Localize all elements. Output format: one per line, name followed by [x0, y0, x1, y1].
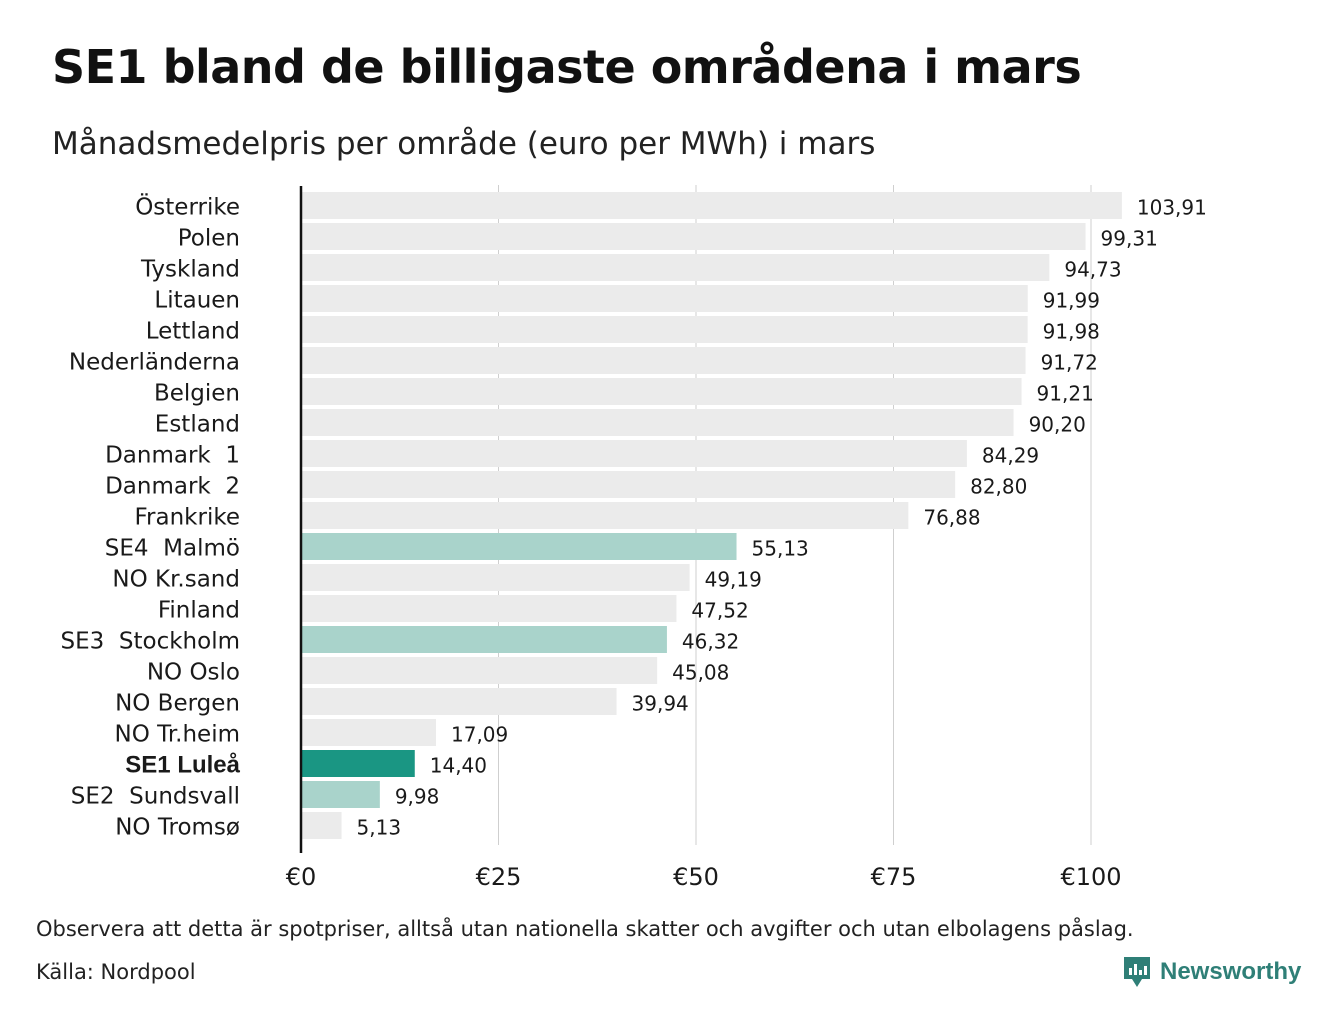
bar: [301, 471, 956, 498]
category-label: NO Bergen: [115, 691, 240, 717]
footnote: Observera att detta är spotpriser, allts…: [36, 917, 1134, 941]
value-label: 49,19: [705, 568, 762, 592]
category-label: Österrike: [135, 193, 240, 221]
bar: [301, 626, 667, 653]
value-label: 39,94: [632, 692, 689, 716]
bar: [301, 688, 617, 715]
category-label: Tyskland: [140, 257, 240, 283]
category-label: NO Tr.heim: [115, 722, 240, 748]
category-label: Estland: [155, 412, 240, 438]
bar: [301, 533, 737, 560]
category-label: Frankrike: [135, 505, 241, 531]
bar: [301, 719, 437, 746]
value-label: 55,13: [752, 537, 809, 561]
category-label: Litauen: [154, 288, 240, 314]
chart-subtitle: Månadsmedelpris per område (euro per MWh…: [52, 126, 876, 162]
value-label: 82,80: [970, 475, 1027, 499]
x-tick-label: €0: [286, 863, 317, 891]
bar-chart: 103,91 Österrike 99,31 Polen 94,73 Tyskland 91…: [61, 185, 1207, 891]
value-label: 91,21: [1037, 382, 1094, 406]
x-tick-label: €50: [673, 863, 719, 891]
x-tick-label: €75: [871, 863, 917, 891]
bar: [301, 781, 380, 808]
category-label: Belgien: [154, 381, 240, 407]
x-tick-label: €100: [1060, 863, 1121, 891]
bar: [301, 347, 1026, 374]
value-label: 84,29: [982, 444, 1039, 468]
value-label: 9,98: [395, 785, 440, 809]
bar: [301, 595, 677, 622]
category-label: SE4 Malmö: [105, 536, 240, 562]
x-tick-label: €25: [476, 863, 522, 891]
value-label: 103,91: [1137, 196, 1207, 220]
value-label: 17,09: [451, 723, 508, 747]
logo-text: Newsworthy: [1160, 958, 1302, 985]
value-label: 94,73: [1064, 258, 1121, 282]
bar: [301, 254, 1050, 281]
category-label: Polen: [178, 226, 240, 252]
value-label: 91,99: [1043, 289, 1100, 313]
value-label: 14,40: [430, 754, 487, 778]
source-credit: Källa: Nordpool: [36, 960, 196, 984]
newsworthy-logo: Newsworthy: [1122, 955, 1301, 989]
value-label: 90,20: [1029, 413, 1086, 437]
bar: [301, 223, 1086, 250]
value-label: 45,08: [672, 661, 729, 685]
category-label: SE3 Stockholm: [61, 629, 241, 655]
category-label: NO Oslo: [147, 660, 240, 686]
bar: [301, 750, 415, 777]
bar: [301, 812, 342, 839]
category-label: Danmark 1: [105, 443, 240, 469]
value-label: 76,88: [923, 506, 980, 530]
bar: [301, 316, 1028, 343]
category-label: Lettland: [146, 319, 240, 345]
newsworthy-logo-icon: [1124, 957, 1150, 987]
category-label: NO Tromsø: [115, 815, 240, 841]
value-label: 46,32: [682, 630, 739, 654]
category-label: SE2 Sundsvall: [71, 784, 240, 810]
category-label: Nederländerna: [69, 350, 240, 376]
bar: [301, 285, 1028, 312]
value-label: 47,52: [691, 599, 748, 623]
bar: [301, 409, 1014, 436]
bar: [301, 378, 1022, 405]
bar: [301, 440, 967, 467]
bar: [301, 657, 658, 684]
bar: [301, 192, 1122, 219]
category-label: NO Kr.sand: [112, 567, 240, 593]
value-label: 99,31: [1101, 227, 1158, 251]
value-label: 91,98: [1043, 320, 1100, 344]
category-label: Finland: [158, 598, 240, 624]
category-label: Danmark 2: [105, 474, 240, 500]
bar: [301, 564, 690, 591]
value-label: 91,72: [1041, 351, 1098, 375]
bar: [301, 502, 909, 529]
value-label: 5,13: [357, 816, 402, 840]
category-label: SE1 Luleå: [125, 752, 240, 779]
chart-title: SE1 bland de billigaste områdena i mars: [52, 40, 1082, 94]
